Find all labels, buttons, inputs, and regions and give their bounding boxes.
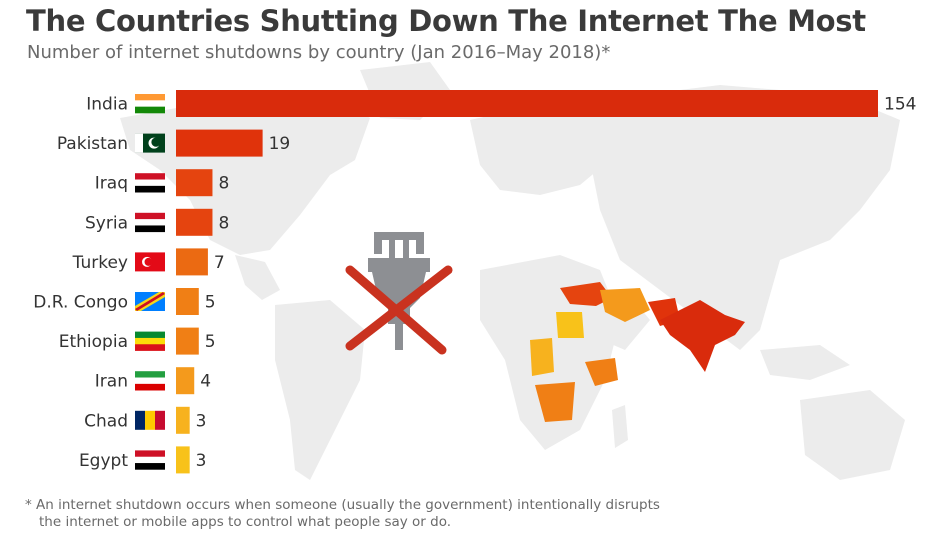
value-label-pakistan: 19 [269,134,291,154]
category-label-ethiopia: Ethiopia [59,332,128,352]
unplugged-internet-icon [345,232,453,355]
category-label-iraq: Iraq [95,174,128,194]
bar-pakistan [176,129,263,157]
flag-icon-syria [135,212,165,233]
footnote-line-1: * An internet shutdown occurs when someo… [25,497,660,513]
flag-icon-iraq [135,173,165,193]
bar-d-r-congo [176,288,199,315]
category-label-pakistan: Pakistan [57,134,128,154]
value-label-d-r-congo: 5 [205,293,216,313]
value-label-iran: 4 [200,372,211,392]
bar-syria [176,208,213,236]
bar-egypt [176,446,190,474]
flag-icon-iran [135,371,165,391]
bar-india [176,90,878,117]
bar-iran [176,367,195,395]
flag-icon-ethiopia [135,331,165,351]
flag-icon-egypt [135,450,165,470]
flag-icon-chad [135,410,165,430]
bar-chad [176,406,190,434]
flag-icon-turkey [135,252,165,272]
value-label-ethiopia: 5 [205,332,216,352]
value-label-india: 154 [884,95,916,115]
value-label-chad: 3 [196,411,207,431]
category-label-turkey: Turkey [72,253,128,273]
category-label-chad: Chad [84,411,128,431]
category-label-iran: Iran [95,372,128,392]
value-label-turkey: 7 [214,253,225,273]
category-label-india: India [86,95,128,115]
value-label-syria: 8 [218,213,229,233]
flag-icon-india [135,94,165,114]
category-label-egypt: Egypt [79,451,128,471]
category-label-syria: Syria [85,213,128,233]
flag-icon-pakistan [135,133,165,153]
page-subtitle: Number of internet shutdowns by country … [27,42,611,63]
footnote: * An internet shutdown occurs when someo… [25,497,745,531]
flag-icon-d-r-congo [135,292,165,311]
value-label-egypt: 3 [196,451,207,471]
bar-iraq [176,169,213,197]
page-title: The Countries Shutting Down The Internet… [26,4,866,38]
bar-ethiopia [176,327,199,355]
category-label-d-r-congo: D.R. Congo [33,293,128,313]
value-label-iraq: 8 [218,174,229,194]
footnote-line-2: the internet or mobile apps to control w… [39,514,452,530]
bar-turkey [176,248,208,276]
